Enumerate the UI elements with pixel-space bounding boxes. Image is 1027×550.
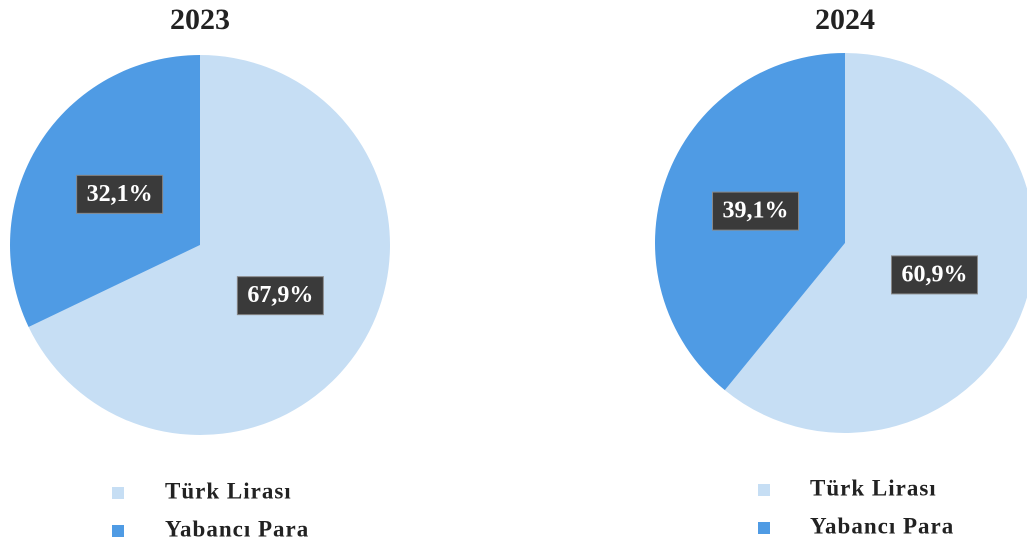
legend-swatch [112,525,124,537]
data-label: 32,1% [87,181,153,207]
data-label-box [76,174,164,214]
pie-slice [724,53,1027,433]
legend-swatch [758,522,770,534]
data-label: 67,9% [247,282,313,308]
data-label: 39,1% [723,198,789,224]
legend-label: Yabancı Para [165,516,309,541]
legend-swatch [758,484,770,496]
data-label: 60,9% [901,261,967,287]
pie-chart: 60,9% 39,1% Türk Lirası Yabancı Para [654,53,1027,538]
chart-title: 2023 [170,3,230,36]
legend-label: Türk Lirası [165,478,292,503]
data-label-box [890,255,978,295]
pie-chart: 67,9% 32,1% Türk Lirası Yabancı Para [9,55,390,541]
legend-swatch [112,487,124,499]
pie-slice [28,55,390,436]
legend-label: Yabancı Para [810,513,954,538]
chart-title: 2024 [815,3,875,36]
data-label-box [712,191,800,231]
legend-label: Türk Lirası [810,475,937,500]
data-label-box [236,276,324,316]
